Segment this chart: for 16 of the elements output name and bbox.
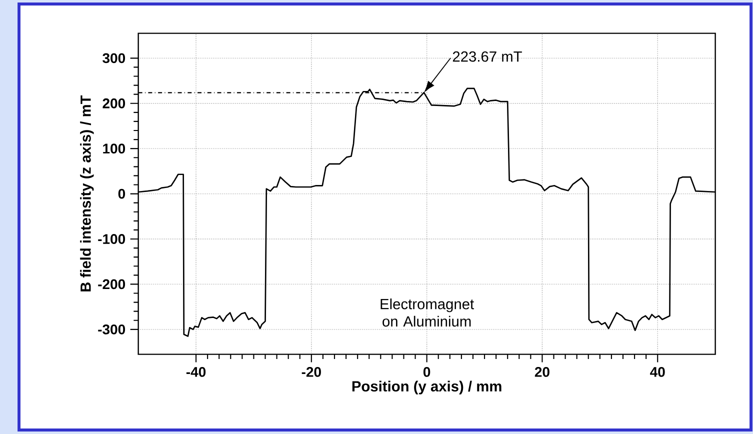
x-tick-label: -40 [186, 367, 206, 377]
annotation: Electromagnet on Aluminium [380, 298, 474, 327]
x-axis-title: Position (y axis) / mm [352, 380, 502, 394]
x-tick-label: -20 [302, 367, 321, 377]
x-tick-label: 20 [534, 367, 550, 377]
y-tick-label: -100 [98, 234, 126, 244]
annotation: 223.67 mT [452, 51, 522, 62]
y-tick-label: -200 [98, 279, 126, 290]
x-tick-label: 40 [650, 367, 665, 377]
y-tick-label: -300 [98, 324, 126, 334]
x-tick-label: 0 [423, 367, 430, 377]
y-axis-title: B field intensity (z axis) / mT [80, 95, 94, 292]
y-tick-label: 100 [103, 144, 126, 154]
y-tick-label: 200 [102, 98, 126, 108]
y-tick-label: 300 [102, 53, 126, 64]
y-tick-label: 0 [118, 188, 126, 199]
